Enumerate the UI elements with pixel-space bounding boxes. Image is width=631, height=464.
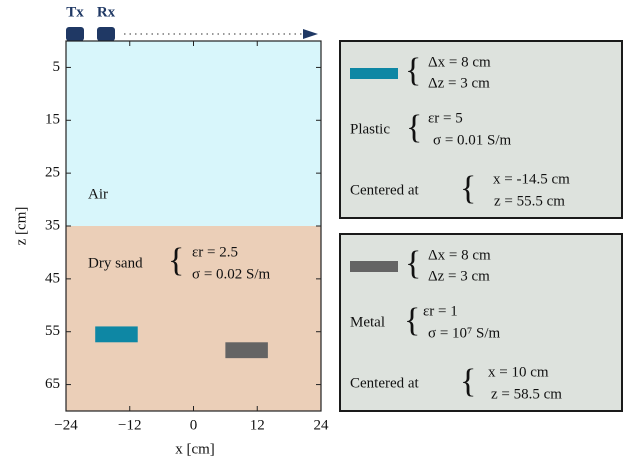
dim: Δz = 3 cm <box>428 75 490 91</box>
plot: −24 −12 0 12 24 5 15 25 35 45 55 65 <box>45 41 329 433</box>
x-tick-label: 24 <box>314 417 330 433</box>
figure: Tx Rx −24 −12 0 12 24 5 15 25 35 45 55 65 x [cm] z … <box>0 0 631 464</box>
center: x = -14.5 cm <box>493 171 570 187</box>
dim: Δz = 3 cm <box>428 268 490 284</box>
brace: { <box>168 242 184 279</box>
y-tick-label: 15 <box>45 112 60 128</box>
x-tick-label: 12 <box>250 417 265 433</box>
prop: σ = 0.01 S/m <box>433 132 512 148</box>
brace: { <box>405 52 421 89</box>
center: z = 58.5 cm <box>491 386 562 402</box>
y-axis-label: z [cm] <box>13 207 29 246</box>
y-tick-label: 65 <box>45 376 60 392</box>
prop: σ = 10⁷ S/m <box>428 325 501 341</box>
legend-boxes: { Δx = 8 cm Δz = 3 cm Plastic { εr = 5 σ = 0.0… <box>340 41 622 411</box>
y-tick-label: 45 <box>45 270 60 286</box>
layer-prop: σ = 0.02 S/m <box>192 266 271 282</box>
brace: { <box>460 170 476 207</box>
material: Metal <box>350 314 385 330</box>
center: x = 10 cm <box>488 364 549 380</box>
center-label: Centered at <box>350 375 420 391</box>
brace: { <box>460 363 476 400</box>
center: z = 55.5 cm <box>494 193 565 209</box>
brace: { <box>405 245 421 282</box>
material: Plastic <box>350 121 390 137</box>
prop: εr = 5 <box>428 110 463 126</box>
layer-label: Dry sand <box>88 255 143 271</box>
y-tick-label: 5 <box>53 59 61 75</box>
x-axis-label: x [cm] <box>175 441 215 457</box>
tx-label: Tx <box>66 4 84 20</box>
object <box>95 326 138 342</box>
object <box>225 342 268 358</box>
rx-label: Rx <box>97 4 116 20</box>
swatch <box>350 68 398 79</box>
y-tick-label: 55 <box>45 323 60 339</box>
x-tick-label: 0 <box>190 417 198 433</box>
y-tick-label: 35 <box>45 217 60 233</box>
x-tick-label: −24 <box>54 417 78 433</box>
scan-arrow <box>303 29 318 39</box>
x-tick-label: −12 <box>118 417 141 433</box>
layer-label: Air <box>88 186 108 202</box>
dim: Δx = 8 cm <box>428 247 491 263</box>
dim: Δx = 8 cm <box>428 54 491 70</box>
brace: { <box>406 109 422 146</box>
prop: εr = 1 <box>423 303 458 319</box>
y-tick-label: 25 <box>45 165 60 181</box>
layer-prop: εr = 2.5 <box>192 244 238 260</box>
center-label: Centered at <box>350 182 420 198</box>
brace: { <box>404 302 420 339</box>
rx-antenna <box>97 27 115 41</box>
tx-antenna <box>66 27 84 41</box>
swatch <box>350 261 398 272</box>
